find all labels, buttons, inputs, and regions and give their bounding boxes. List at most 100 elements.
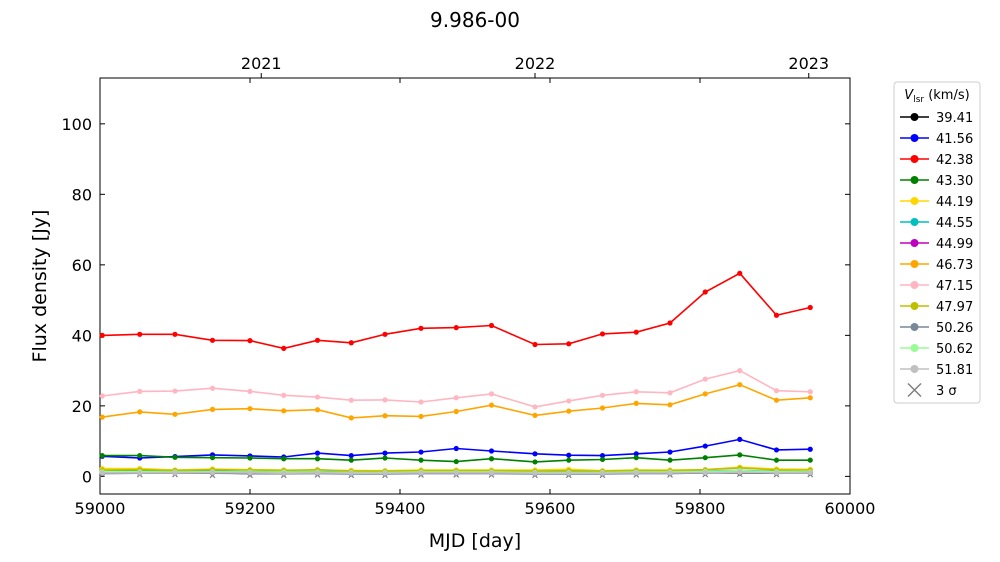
data-point — [137, 452, 143, 459]
data-point — [532, 459, 538, 465]
data-point — [667, 390, 673, 396]
data-point — [773, 447, 780, 453]
data-point — [488, 470, 495, 476]
data-point — [453, 445, 459, 452]
y-tick-label: 20 — [72, 397, 92, 416]
data-point — [667, 320, 673, 326]
data-point — [209, 337, 216, 343]
data-point — [737, 368, 743, 374]
data-point — [667, 457, 673, 463]
data-point — [453, 408, 459, 415]
data-point — [247, 470, 253, 476]
data-point — [532, 341, 538, 348]
legend-title-unit: (km/s) — [924, 88, 970, 103]
x-axis: 59000 59200 59400 59600 59800 60000 — [75, 78, 875, 518]
data-point — [453, 395, 459, 401]
data-point — [633, 451, 639, 457]
data-point — [633, 389, 639, 395]
data-point — [281, 456, 287, 462]
data-point — [488, 456, 495, 462]
data-point — [209, 455, 216, 461]
data-point — [348, 397, 354, 403]
data-point — [599, 456, 606, 463]
data-point — [382, 331, 388, 337]
data-point — [532, 470, 538, 476]
data-point — [172, 470, 178, 476]
x-tick-label: 59200 — [225, 499, 276, 518]
legend-marker — [910, 134, 919, 142]
legend-label: 39.41 — [936, 111, 973, 126]
data-point — [633, 329, 639, 335]
x-tick-label: 59400 — [375, 499, 426, 518]
data-point — [314, 407, 321, 413]
data-point — [737, 469, 743, 475]
data-point — [99, 414, 105, 420]
data-point — [702, 455, 708, 461]
data-point — [247, 388, 253, 395]
data-point — [807, 446, 813, 452]
x-axis-title: MJD [day] — [429, 530, 521, 552]
data-point — [599, 331, 606, 337]
data-point — [566, 457, 572, 463]
data-point — [314, 394, 321, 400]
data-point — [773, 388, 780, 394]
data-point — [807, 389, 813, 395]
data-point — [702, 391, 708, 397]
data-point — [172, 411, 178, 417]
legend-marker — [910, 260, 919, 268]
legend-marker — [910, 155, 919, 163]
data-point — [314, 450, 321, 456]
legend-title-sub: lsr — [913, 95, 924, 105]
data-point — [488, 322, 495, 329]
data-point — [773, 457, 780, 463]
x-tick-label: 59800 — [675, 499, 726, 518]
top-tick-label: 2022 — [515, 54, 556, 73]
data-point — [172, 454, 178, 460]
y-axis-title: Flux density [Jy] — [29, 210, 51, 363]
data-point — [566, 341, 572, 347]
legend-marker — [910, 218, 919, 226]
data-point — [418, 325, 424, 331]
data-point — [702, 289, 708, 295]
data-point — [566, 470, 572, 476]
legend-title: Vlsr (km/s) — [904, 88, 969, 105]
legend-label: 50.62 — [936, 342, 973, 357]
data-point — [314, 456, 321, 462]
legend-marker — [910, 281, 919, 289]
y-tick-label: 100 — [61, 115, 92, 134]
series-41-56 — [99, 436, 813, 461]
data-point — [382, 470, 388, 476]
data-point — [599, 452, 606, 459]
y-tick-label: 40 — [72, 326, 92, 345]
data-point — [418, 457, 424, 463]
data-point — [137, 331, 143, 337]
data-point — [737, 436, 743, 442]
data-point — [247, 406, 253, 412]
data-point — [737, 452, 743, 458]
data-point — [566, 452, 572, 458]
data-point — [702, 443, 708, 449]
data-point — [172, 388, 178, 394]
y-tick-label: 80 — [72, 185, 92, 204]
legend-marker — [910, 176, 919, 184]
data-point — [382, 397, 388, 403]
legend-label: 42.38 — [936, 153, 973, 168]
legend-label: 46.73 — [936, 258, 973, 273]
series-47-15 — [99, 368, 813, 410]
data-point — [382, 413, 388, 419]
data-point — [807, 304, 813, 311]
data-point — [532, 404, 538, 410]
data-point — [418, 449, 424, 455]
data-point — [737, 270, 743, 276]
data-point — [599, 405, 606, 411]
data-point — [348, 340, 354, 346]
data-point — [773, 470, 780, 476]
y-axis: 0 20 40 60 80 100 — [61, 115, 850, 486]
data-point — [702, 469, 708, 476]
legend-label: 44.19 — [936, 195, 973, 210]
series-43-30 — [99, 452, 813, 465]
data-point — [633, 400, 639, 406]
data-point — [314, 470, 321, 476]
data-point — [667, 449, 673, 455]
